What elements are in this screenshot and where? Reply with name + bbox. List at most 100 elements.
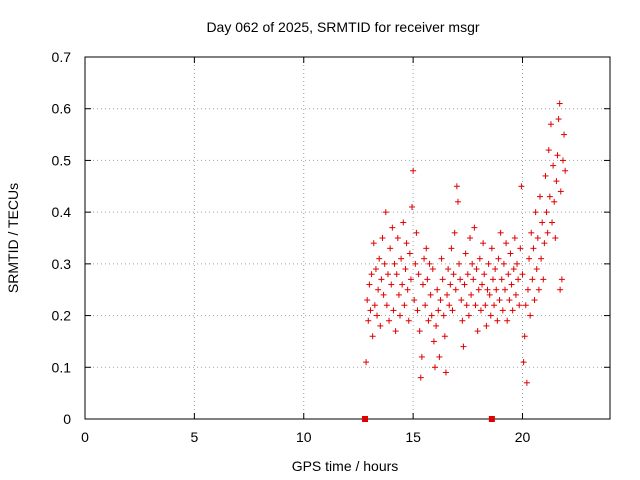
- data-point: [515, 276, 522, 283]
- data-point: [562, 167, 569, 174]
- data-point: [409, 203, 416, 210]
- data-point: [415, 271, 422, 278]
- x-tick-label: 20: [515, 429, 531, 445]
- data-point: [469, 260, 476, 267]
- data-point: [497, 229, 504, 236]
- data-point: [472, 302, 479, 309]
- data-point: [441, 333, 448, 340]
- data-point: [399, 281, 406, 288]
- data-point: [401, 302, 408, 309]
- data-point: [542, 172, 549, 179]
- data-point: [489, 276, 496, 283]
- zero-markers: [362, 416, 495, 422]
- data-point: [398, 255, 405, 262]
- data-point: [400, 219, 407, 226]
- data-point: [558, 276, 565, 283]
- data-point: [528, 229, 535, 236]
- data-point: [447, 281, 454, 288]
- data-point: [432, 364, 438, 371]
- data-point: [390, 307, 397, 314]
- data-point: [394, 235, 401, 241]
- data-point: [535, 286, 542, 293]
- data-point: [561, 131, 568, 138]
- y-tick-label: 0.4: [52, 204, 72, 220]
- data-point: [493, 286, 500, 293]
- data-point: [375, 286, 382, 293]
- data-point: [424, 276, 431, 283]
- data-point: [539, 219, 546, 226]
- data-point: [464, 271, 471, 278]
- data-point: [378, 276, 385, 283]
- data-point: [404, 286, 411, 293]
- data-point: [406, 250, 413, 257]
- data-point: [520, 359, 527, 366]
- data-point: [450, 271, 457, 278]
- data-point: [418, 353, 425, 360]
- data-point: [527, 312, 534, 319]
- data-point: [494, 317, 501, 324]
- data-point: [506, 297, 513, 304]
- data-point: [436, 353, 443, 360]
- zero-marker: [488, 416, 495, 422]
- data-point: [449, 307, 456, 314]
- data-point: [556, 100, 563, 107]
- data-point: [526, 255, 533, 262]
- data-point: [444, 291, 451, 298]
- data-point: [479, 281, 486, 288]
- data-point: [456, 260, 463, 267]
- data-point: [519, 271, 526, 278]
- data-point: [509, 307, 516, 314]
- data-point: [517, 245, 524, 252]
- data-point: [395, 291, 402, 298]
- y-tick-label: 0: [63, 411, 71, 427]
- x-tick-label: 10: [296, 429, 312, 445]
- data-point: [430, 338, 437, 345]
- data-point: [476, 255, 483, 262]
- x-axis: 0 5 10 15 20: [81, 57, 530, 445]
- data-point: [389, 224, 396, 231]
- x-tick-label: 15: [405, 429, 421, 445]
- data-point: [507, 250, 514, 257]
- data-point: [488, 245, 495, 252]
- data-point: [485, 260, 492, 267]
- data-point: [438, 255, 445, 262]
- data-point: [532, 209, 539, 216]
- data-point: [462, 250, 469, 257]
- data-point: [477, 307, 484, 314]
- y-axis-label: SRMTID / TECUs: [5, 183, 21, 293]
- data-point: [442, 369, 449, 376]
- data-point: [365, 317, 372, 324]
- data-point: [553, 178, 560, 185]
- data-point: [504, 317, 511, 324]
- data-point: [512, 291, 519, 298]
- data-point: [366, 281, 373, 288]
- data-point: [499, 307, 506, 314]
- data-point: [502, 286, 508, 293]
- data-point: [518, 183, 525, 190]
- data-point: [552, 235, 559, 241]
- data-point: [413, 229, 420, 236]
- y-tick-label: 0.1: [52, 359, 72, 375]
- data-point: [510, 266, 517, 273]
- data-point: [423, 245, 430, 252]
- data-point: [370, 240, 377, 247]
- data-point: [434, 286, 441, 293]
- data-point: [388, 281, 395, 288]
- data-point: [467, 235, 473, 241]
- data-point: [551, 198, 558, 205]
- data-point: [437, 297, 444, 304]
- chart-title: Day 062 of 2025, SRMTID for receiver msg…: [206, 19, 479, 35]
- data-point: [470, 276, 477, 283]
- data-point: [433, 322, 440, 329]
- data-point: [411, 297, 418, 304]
- data-point: [496, 297, 503, 304]
- data-point: [379, 235, 386, 241]
- data-point: [387, 245, 394, 252]
- data-point: [416, 328, 423, 335]
- data-point: [474, 328, 481, 335]
- data-point: [508, 281, 515, 288]
- data-point: [407, 276, 414, 283]
- data-point: [463, 302, 470, 309]
- data-point: [451, 229, 458, 236]
- data-point: [421, 255, 428, 262]
